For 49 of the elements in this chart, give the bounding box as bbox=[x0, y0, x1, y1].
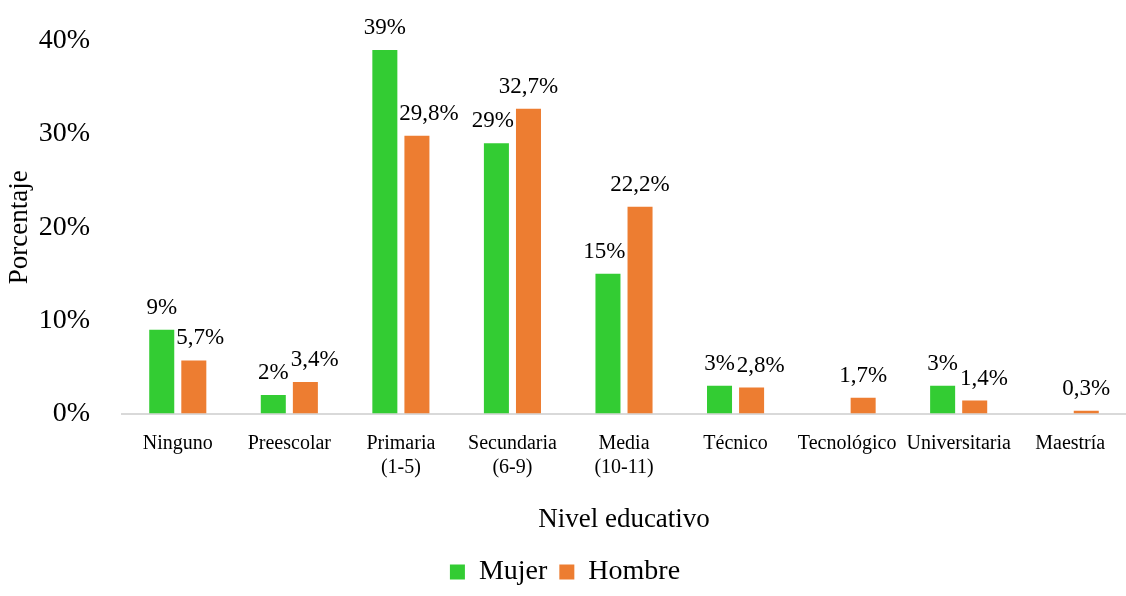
bar bbox=[739, 387, 765, 414]
y-tick-label: 10% bbox=[38, 302, 90, 334]
x-tick-label: Ninguno bbox=[142, 430, 213, 454]
x-tick-label: Secundaria (6-9) bbox=[468, 430, 557, 478]
bar bbox=[850, 397, 876, 414]
x-tick-label: Media (10-11) bbox=[594, 430, 654, 478]
legend-label: Hombre bbox=[588, 554, 681, 586]
data-label: 1,7% bbox=[839, 361, 888, 387]
y-tick-label: 40% bbox=[38, 23, 90, 55]
x-tick-label: Maestría bbox=[1035, 430, 1106, 453]
x-tick-label: Primaria (1-5) bbox=[366, 430, 436, 478]
data-label: 15% bbox=[583, 237, 626, 263]
data-label: 29,8% bbox=[399, 99, 459, 125]
x-axis-title: Nivel educativo bbox=[538, 502, 710, 533]
data-label: 5,7% bbox=[176, 324, 225, 350]
data-label: 0,3% bbox=[1062, 374, 1111, 400]
data-label: 3% bbox=[927, 349, 958, 375]
data-label: 3,4% bbox=[290, 345, 339, 371]
bar bbox=[707, 385, 733, 414]
data-label: 32,7% bbox=[498, 72, 559, 98]
data-label: 39% bbox=[363, 14, 406, 40]
x-tick-label: Preescolar bbox=[247, 430, 332, 453]
y-tick-label: 30% bbox=[38, 116, 90, 148]
bar bbox=[372, 50, 398, 414]
bar bbox=[515, 108, 541, 414]
bar bbox=[292, 381, 318, 414]
bar bbox=[149, 329, 175, 414]
data-label: 9% bbox=[146, 293, 178, 319]
bar bbox=[181, 360, 207, 414]
data-label: 1,4% bbox=[959, 364, 1008, 390]
x-tick-label: Universitaria bbox=[906, 430, 1011, 453]
data-label: 2% bbox=[257, 358, 289, 384]
x-tick-label: Tecnológico bbox=[797, 430, 897, 454]
bar bbox=[260, 394, 286, 414]
bar bbox=[483, 143, 509, 414]
legend-label: Mujer bbox=[478, 554, 549, 586]
bar bbox=[595, 273, 621, 414]
y-tick-label: 20% bbox=[38, 209, 90, 241]
data-label: 29% bbox=[471, 107, 514, 133]
y-axis-title: Porcentaje bbox=[3, 170, 34, 285]
data-label: 3% bbox=[704, 349, 735, 375]
bar bbox=[627, 206, 653, 414]
bar bbox=[404, 135, 430, 414]
y-tick-label: 0% bbox=[52, 395, 90, 427]
data-label: 22,2% bbox=[610, 170, 670, 196]
data-label: 2,8% bbox=[736, 351, 785, 377]
bar bbox=[930, 385, 956, 414]
bar bbox=[962, 400, 988, 414]
x-tick-label: Técnico bbox=[703, 430, 768, 453]
